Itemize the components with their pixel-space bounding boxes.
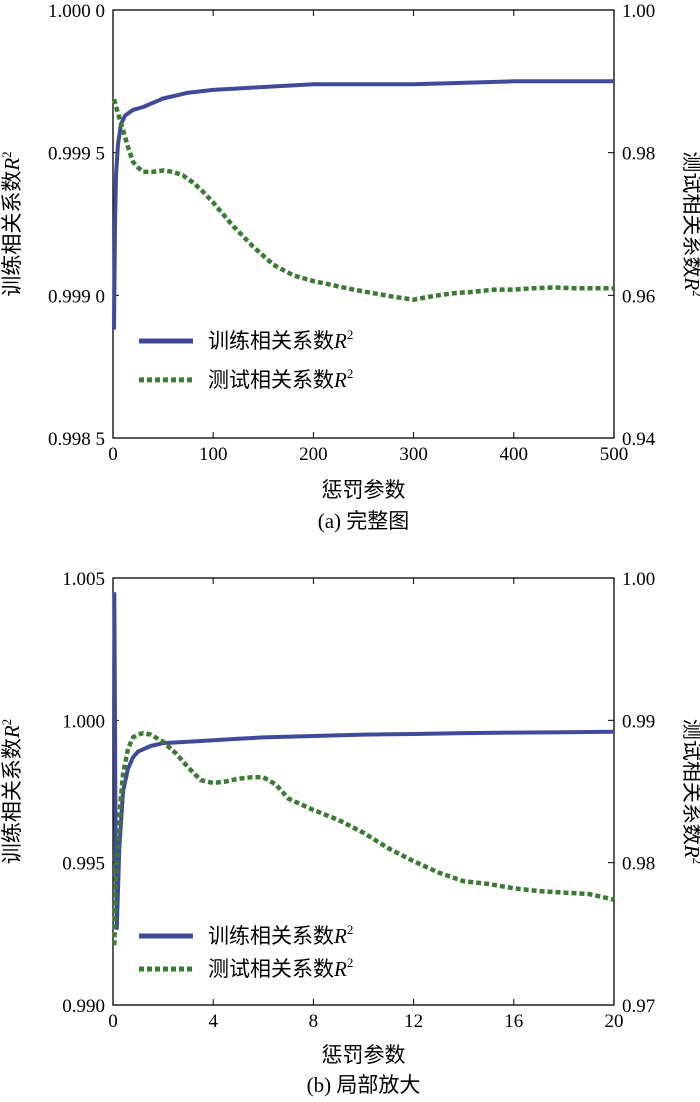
chart1-legend-label: 训练相关系数R2: [208, 327, 353, 353]
chart2-y-left-tick-label: 1.005: [62, 569, 105, 590]
chart2-panel: 0 4 8 12 16 20 0.990 0.995 1.000 1.005 0.97 0.98 0.9…: [0, 569, 700, 1097]
chart2-x-axis-label: 惩罚参数: [322, 1043, 406, 1067]
chart1-x-tick-label: 500: [600, 444, 629, 465]
chart1-panel: 0 100 200 300 400 500 0.998 5 0.999 0 0.999 5 1.0…: [0, 1, 700, 533]
chart1-y-right-tick-label: 0.98: [622, 144, 655, 165]
chart2-y-right-tick-label: 0.99: [622, 711, 655, 732]
chart1-plot-frame: [112, 9, 615, 439]
chart1-y-right-tick-label: 0.94: [622, 429, 656, 450]
chart2-x-tick-label: 20: [605, 1011, 624, 1032]
chart2-y-right-tick-label: 1.00: [622, 569, 655, 590]
chart1-test-series-line: [111, 98, 614, 302]
chart1-y-left-tick-label: 0.999 5: [48, 144, 105, 165]
chart2-y-right-axis-label: 测试相关系数R2: [680, 719, 700, 864]
chart2-y-right-tick-label: 0.98: [622, 854, 655, 875]
chart2-y-left-tick-label: 1.000: [62, 711, 105, 732]
chart1-y-right-axis-label: 测试相关系数R2: [680, 151, 700, 296]
chart2-legend-label: 测试相关系数R2: [208, 955, 353, 981]
chart2-plot-frame: [112, 577, 615, 1006]
chart1-x-axis-label: 惩罚参数: [322, 478, 406, 502]
chart1-y-right-tick-label: 0.96: [622, 286, 655, 307]
chart2-train-series-line: [112, 592, 615, 931]
chart2-caption: (b) 局部放大: [307, 1073, 421, 1097]
chart2-x-tick-label: 12: [404, 1011, 423, 1032]
chart2-x-tick-label: 8: [309, 1011, 319, 1032]
chart2-y-left-axis-label: 训练相关系数R2: [0, 719, 24, 864]
chart1-train-series-line: [112, 79, 614, 330]
chart1-x-tick-label: 100: [199, 444, 228, 465]
chart1-caption: (a) 完整图: [318, 509, 410, 533]
chart1-legend-label: 测试相关系数R2: [208, 366, 353, 392]
chart2-y-left-tick-label: 0.995: [62, 854, 105, 875]
chart1-x-tick-label: 200: [299, 444, 328, 465]
chart1-x-tick-label: 0: [108, 444, 118, 465]
chart1-x-tick-label: 300: [399, 444, 428, 465]
chart1-y-left-tick-label: 0.999 0: [48, 286, 105, 307]
chart2-x-tick-label: 16: [504, 1011, 523, 1032]
chart2-x-tick-label: 4: [208, 1011, 218, 1032]
chart2-y-right-tick-label: 0.97: [622, 996, 655, 1017]
chart1-y-left-tick-label: 1.000 0: [48, 1, 105, 22]
chart2-y-left-tick-label: 0.990: [62, 996, 105, 1017]
chart2-legend-label: 训练相关系数R2: [208, 922, 353, 948]
chart1-y-right-tick-label: 1.00: [622, 1, 655, 22]
chart1-y-left-tick-label: 0.998 5: [48, 429, 105, 450]
chart2-test-series-line: [112, 730, 615, 946]
chart2-x-tick-label: 0: [108, 1011, 118, 1032]
chart1-y-left-axis-label: 训练相关系数R2: [0, 151, 24, 296]
chart1-x-tick-label: 400: [500, 444, 529, 465]
